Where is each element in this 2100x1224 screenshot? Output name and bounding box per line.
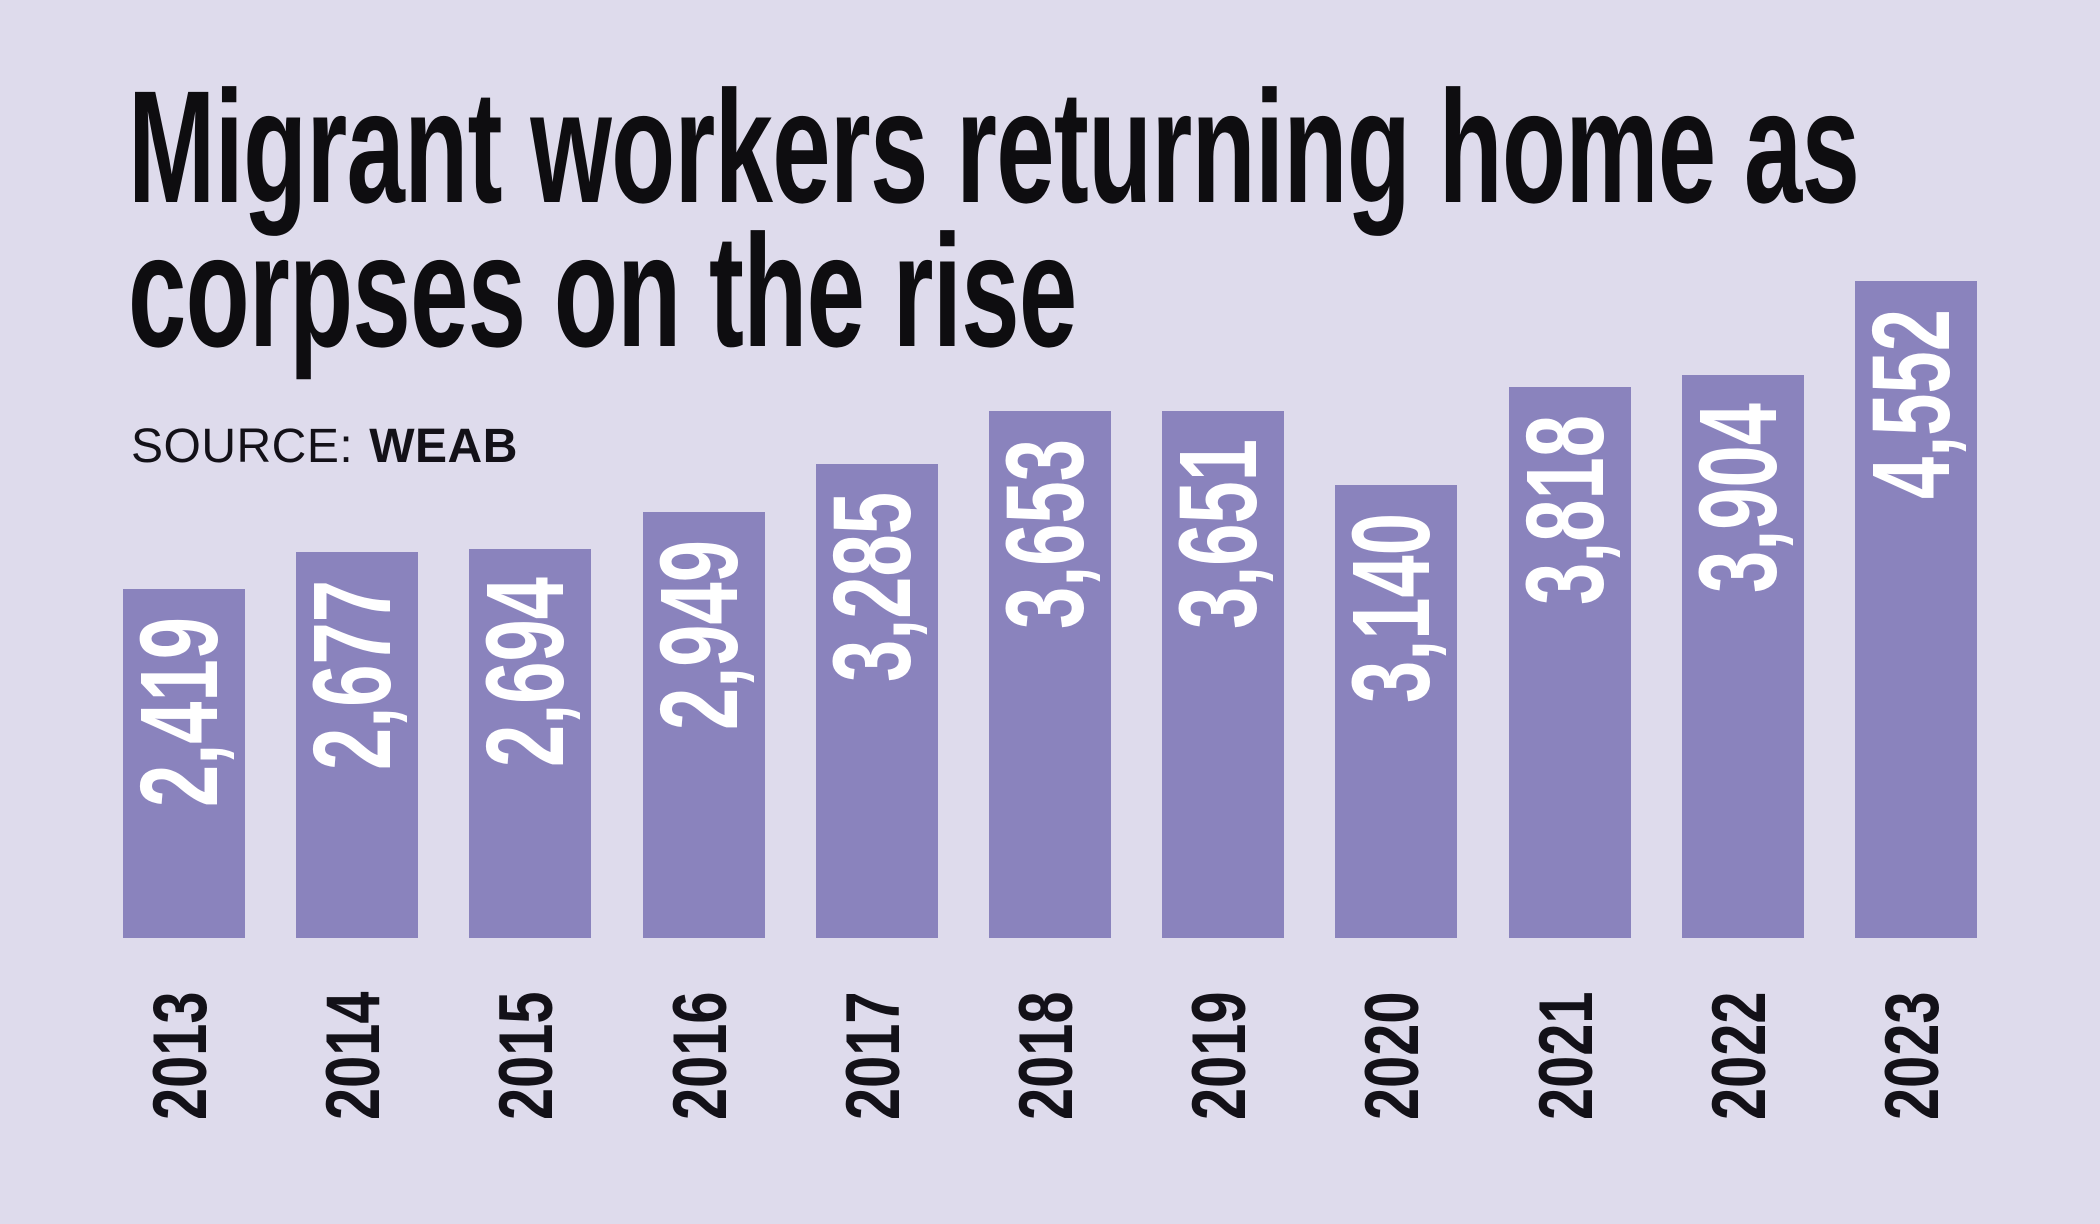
bar-value-label-2014: 2,677 bbox=[291, 580, 414, 770]
bar-2023: 4,552 bbox=[1850, 281, 1977, 938]
bar-value-label-2023: 4,552 bbox=[1850, 309, 1973, 499]
bar-2018: 3,653 bbox=[984, 411, 1111, 938]
bar-value-label-2019: 3,651 bbox=[1157, 439, 1280, 629]
bar-value-label-2020: 3,140 bbox=[1330, 513, 1453, 703]
bar-2021: 3,818 bbox=[1504, 387, 1631, 938]
x-tick-2017: 2017 bbox=[816, 938, 938, 1138]
bar-2017: 3,285 bbox=[811, 464, 938, 938]
x-tick-2019: 2019 bbox=[1162, 938, 1284, 1138]
bar-value-label-2022: 3,904 bbox=[1677, 403, 1800, 593]
x-tick-label-2019: 2019 bbox=[1177, 991, 1262, 1120]
bar-2019: 3,651 bbox=[1157, 411, 1284, 938]
x-tick-2015: 2015 bbox=[469, 938, 591, 1138]
bar-value-label-2016: 2,949 bbox=[638, 540, 761, 730]
x-tick-2020: 2020 bbox=[1335, 938, 1457, 1138]
bar-2013: 2,419 bbox=[118, 589, 245, 938]
x-tick-label-2015: 2015 bbox=[484, 991, 569, 1120]
bar-value-label-2018: 3,653 bbox=[984, 439, 1107, 629]
chart-title-line-2: corpses on the rise bbox=[128, 201, 1077, 380]
x-tick-2016: 2016 bbox=[643, 938, 765, 1138]
chart-title-line-1: Migrant workers returning home as bbox=[128, 57, 1860, 236]
source-value: WEAB bbox=[369, 420, 518, 473]
x-tick-2018: 2018 bbox=[989, 938, 1111, 1138]
bar-2016: 2,949 bbox=[638, 512, 765, 938]
bar-2020: 3,140 bbox=[1330, 485, 1457, 938]
bar-value-label-2013: 2,419 bbox=[118, 617, 241, 807]
x-tick-label-2014: 2014 bbox=[311, 991, 396, 1120]
x-tick-label-2021: 2021 bbox=[1524, 991, 1609, 1120]
x-tick-2021: 2021 bbox=[1509, 938, 1631, 1138]
x-tick-label-2017: 2017 bbox=[831, 991, 916, 1120]
bar-value-label-2017: 3,285 bbox=[811, 492, 934, 682]
x-tick-label-2016: 2016 bbox=[658, 991, 743, 1120]
bar-value-label-2015: 2,694 bbox=[464, 577, 587, 767]
x-tick-label-2022: 2022 bbox=[1697, 991, 1782, 1120]
x-tick-label-2013: 2013 bbox=[138, 991, 223, 1120]
source-note: SOURCE: WEAB bbox=[131, 421, 518, 473]
x-tick-label-2023: 2023 bbox=[1870, 991, 1955, 1120]
source-label: SOURCE: bbox=[131, 420, 354, 473]
bar-2022: 3,904 bbox=[1677, 375, 1804, 938]
bar-value-label-2021: 3,818 bbox=[1504, 415, 1627, 605]
x-tick-label-2020: 2020 bbox=[1350, 991, 1435, 1120]
x-tick-2022: 2022 bbox=[1682, 938, 1804, 1138]
chart-title: Migrant workers returning home as corpse… bbox=[128, 57, 1860, 380]
bar-2014: 2,677 bbox=[291, 552, 418, 938]
x-tick-2023: 2023 bbox=[1855, 938, 1977, 1138]
x-tick-2013: 2013 bbox=[123, 938, 245, 1138]
x-tick-2014: 2014 bbox=[296, 938, 418, 1138]
x-tick-label-2018: 2018 bbox=[1004, 991, 1089, 1120]
bar-2015: 2,694 bbox=[464, 549, 591, 938]
